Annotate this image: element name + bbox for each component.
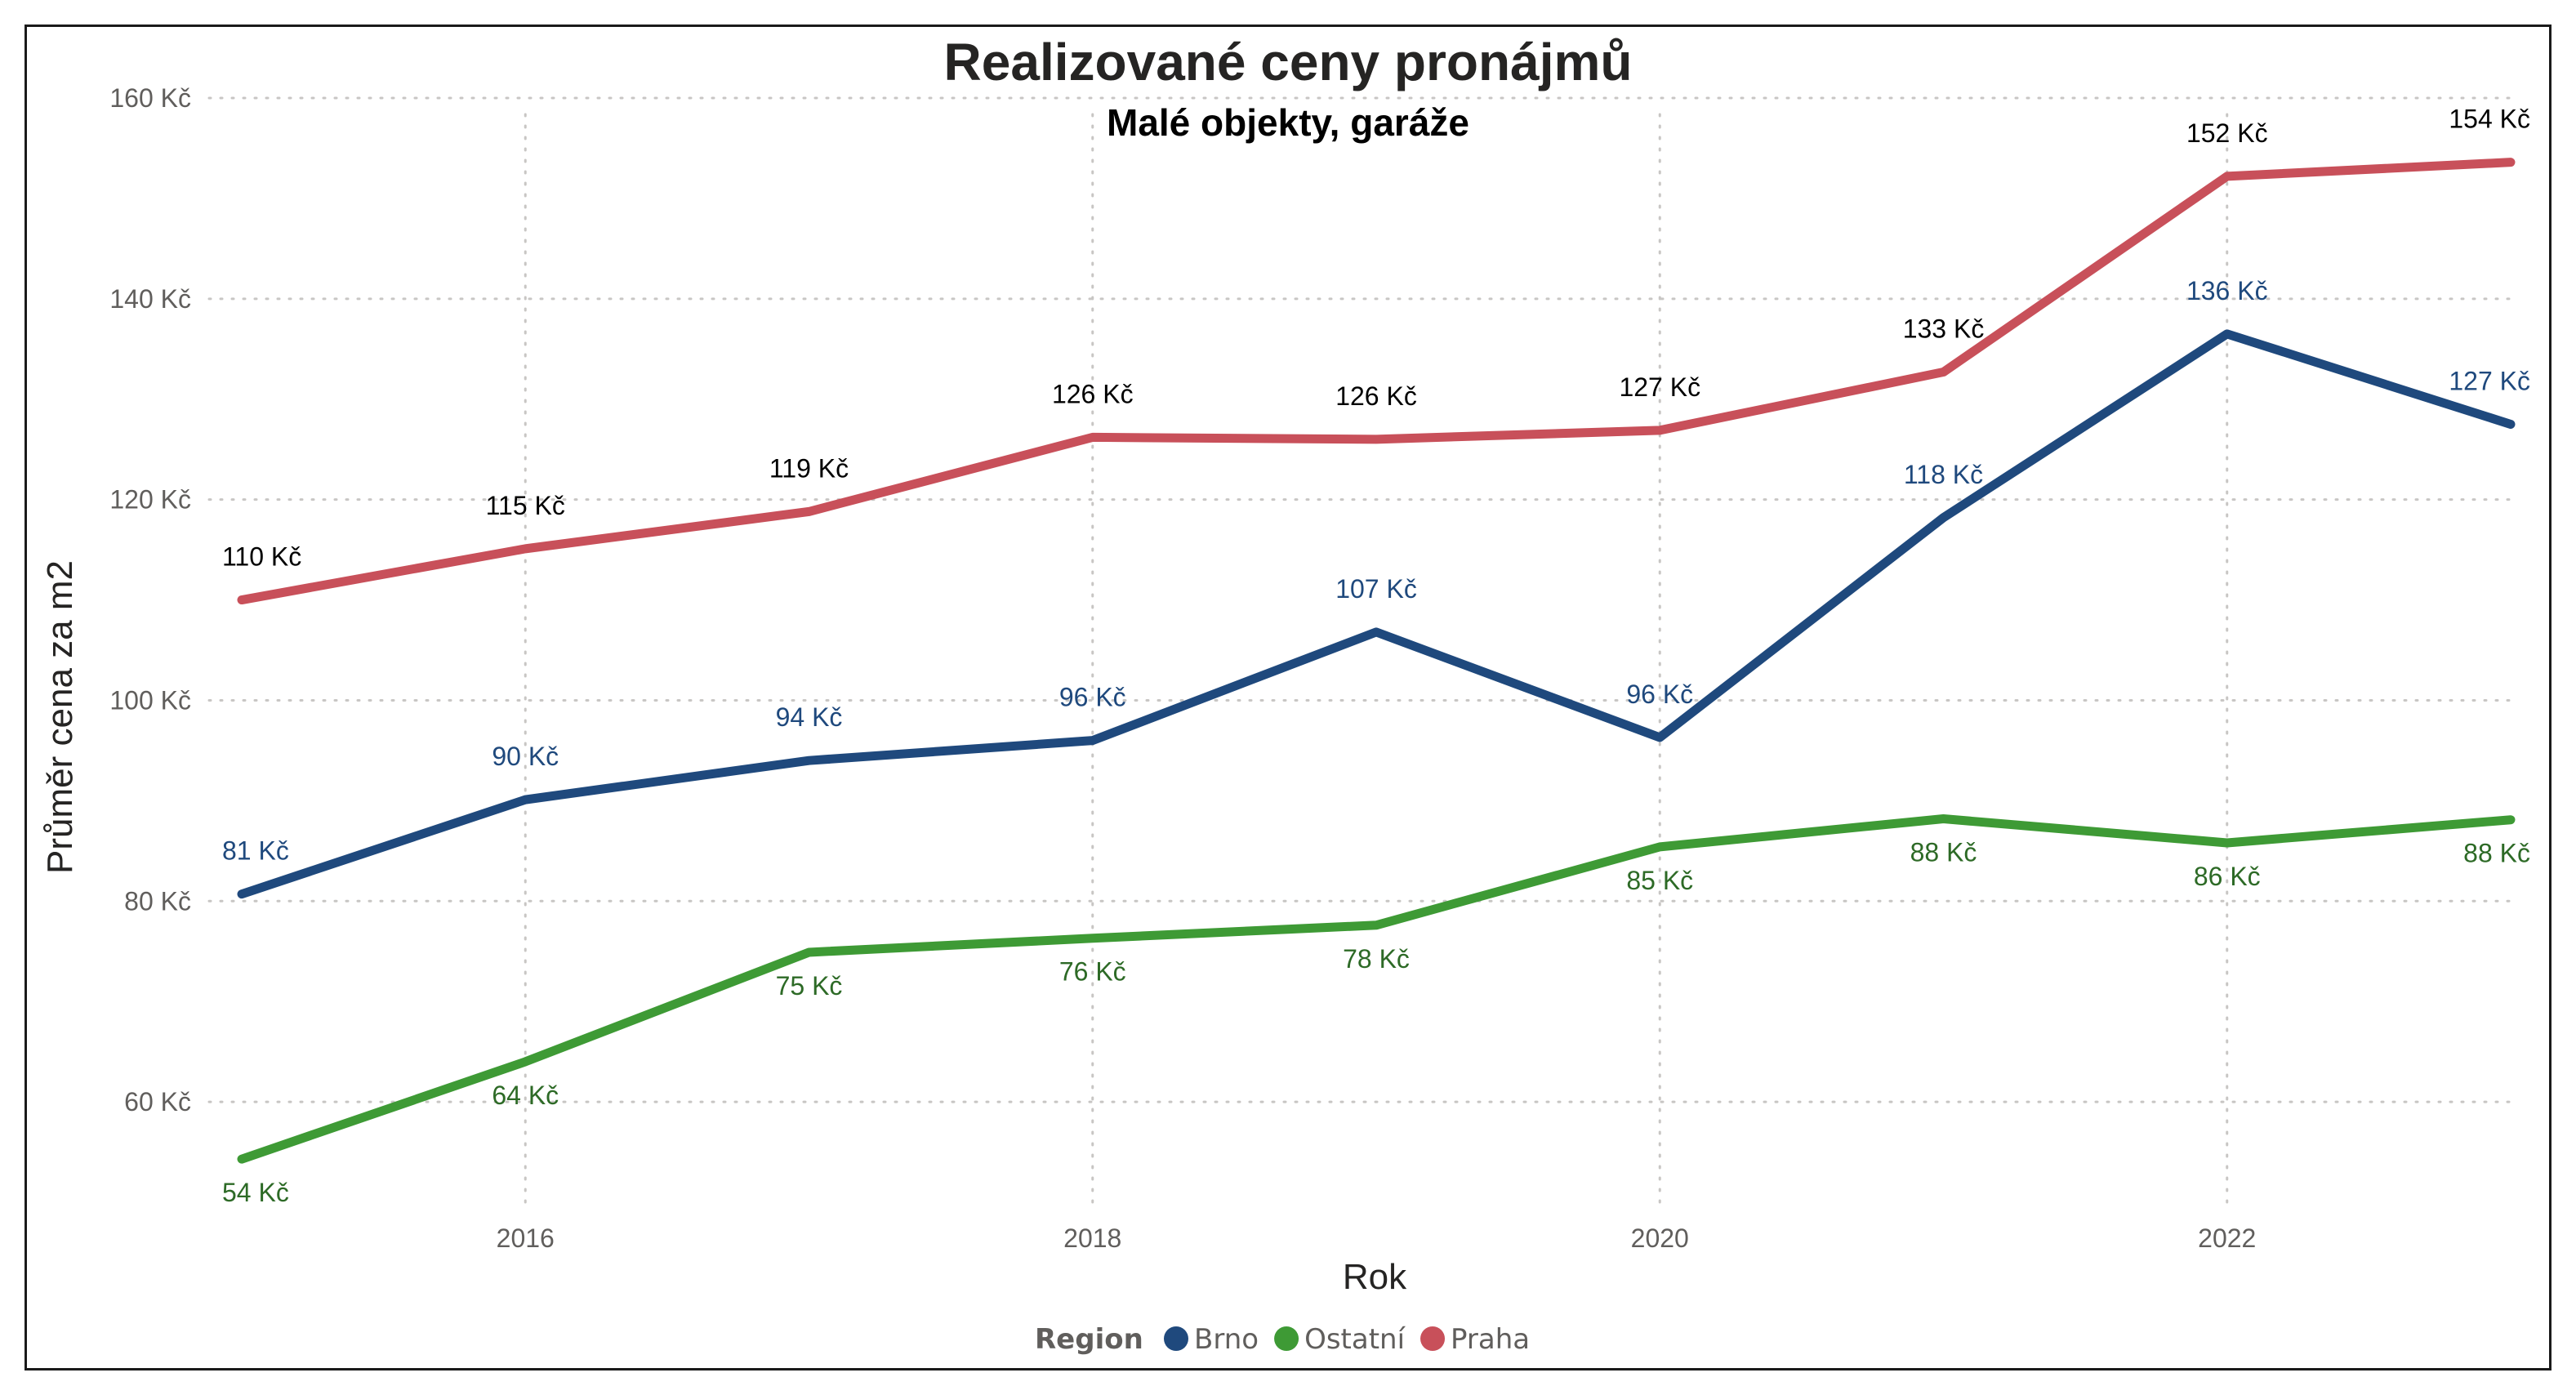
y-axis-title: Průměr cena za m2 bbox=[40, 560, 80, 874]
y-tick-label: 80 Kč bbox=[124, 886, 191, 916]
y-tick-label: 120 Kč bbox=[109, 485, 191, 515]
data-label-praha: 127 Kč bbox=[1619, 372, 1700, 402]
data-label-praha: 126 Kč bbox=[1052, 379, 1134, 408]
chart-subtitle: Malé objekty, garáže bbox=[1107, 101, 1469, 144]
series-lines bbox=[237, 158, 2516, 1164]
data-label-praha: 126 Kč bbox=[1335, 381, 1417, 411]
data-label-praha: 133 Kč bbox=[1903, 314, 1985, 344]
legend-label-praha: Praha bbox=[1451, 1323, 1530, 1356]
data-label-ostatn-: 88 Kč bbox=[2463, 839, 2530, 868]
legend-marker-brno bbox=[1164, 1326, 1188, 1351]
legend-label-ostatn-: Ostatní bbox=[1304, 1323, 1406, 1356]
data-label-praha: 115 Kč bbox=[486, 491, 565, 520]
x-axis-title: Rok bbox=[1343, 1257, 1407, 1297]
gridlines bbox=[207, 96, 2512, 1204]
data-label-brno: 107 Kč bbox=[1335, 574, 1417, 604]
data-label-brno: 96 Kč bbox=[1626, 680, 1693, 709]
data-labels: 81 Kč 90 Kč 94 Kč 96 Kč 107 Kč 96 Kč 118 Kč 136… bbox=[222, 105, 2530, 1207]
data-label-ostatn-: 54 Kč bbox=[222, 1178, 289, 1207]
x-tick-label: 2020 bbox=[1631, 1223, 1689, 1253]
data-label-brno: 94 Kč bbox=[776, 702, 843, 732]
data-label-praha: 110 Kč bbox=[222, 542, 301, 572]
data-label-ostatn-: 88 Kč bbox=[1910, 837, 1977, 867]
y-tick-label: 60 Kč bbox=[124, 1087, 191, 1116]
data-label-ostatn-: 85 Kč bbox=[1626, 866, 1693, 895]
series-line-brno bbox=[237, 329, 2516, 899]
data-label-brno: 136 Kč bbox=[2186, 276, 2268, 305]
y-tick-label: 160 Kč bbox=[109, 83, 191, 113]
data-label-ostatn-: 64 Kč bbox=[492, 1081, 559, 1110]
legend-marker-ostatn- bbox=[1274, 1326, 1299, 1351]
legend-items: Brno Ostatní Praha bbox=[1164, 1323, 1530, 1356]
x-tick-label: 2022 bbox=[2198, 1223, 2256, 1253]
data-label-ostatn-: 86 Kč bbox=[2194, 862, 2261, 891]
data-label-ostatn-: 78 Kč bbox=[1343, 944, 1410, 974]
data-label-brno: 90 Kč bbox=[492, 742, 559, 771]
legend-label-brno: Brno bbox=[1194, 1323, 1259, 1356]
data-label-brno: 96 Kč bbox=[1059, 683, 1126, 712]
chart-title: Realizované ceny pronájmů bbox=[944, 33, 1633, 91]
legend: Region Brno Ostatní Praha bbox=[1035, 1323, 1530, 1356]
y-axis-ticks: 60 Kč 80 Kč 100 Kč 120 Kč 140 Kč 160 Kč bbox=[109, 83, 191, 1116]
data-label-ostatn-: 76 Kč bbox=[1059, 957, 1126, 987]
data-label-praha: 119 Kč bbox=[769, 453, 849, 483]
legend-marker-praha bbox=[1420, 1326, 1446, 1351]
x-axis-ticks: 2016 2018 2020 2022 bbox=[497, 1223, 2257, 1253]
legend-title: Region bbox=[1035, 1323, 1143, 1356]
data-label-praha: 154 Kč bbox=[2449, 105, 2530, 134]
data-label-brno: 81 Kč bbox=[222, 836, 289, 866]
series-line-praha bbox=[237, 158, 2516, 605]
data-label-brno: 127 Kč bbox=[2449, 366, 2530, 395]
series-line-ostatn- bbox=[237, 813, 2516, 1164]
y-tick-label: 140 Kč bbox=[109, 284, 191, 314]
data-label-praha: 152 Kč bbox=[2186, 118, 2268, 148]
y-tick-label: 100 Kč bbox=[109, 685, 191, 715]
chart-frame bbox=[25, 25, 2551, 1370]
data-label-brno: 118 Kč bbox=[1904, 460, 1983, 489]
data-label-ostatn-: 75 Kč bbox=[776, 971, 843, 1001]
x-tick-label: 2016 bbox=[497, 1223, 555, 1253]
x-tick-label: 2018 bbox=[1063, 1223, 1121, 1253]
